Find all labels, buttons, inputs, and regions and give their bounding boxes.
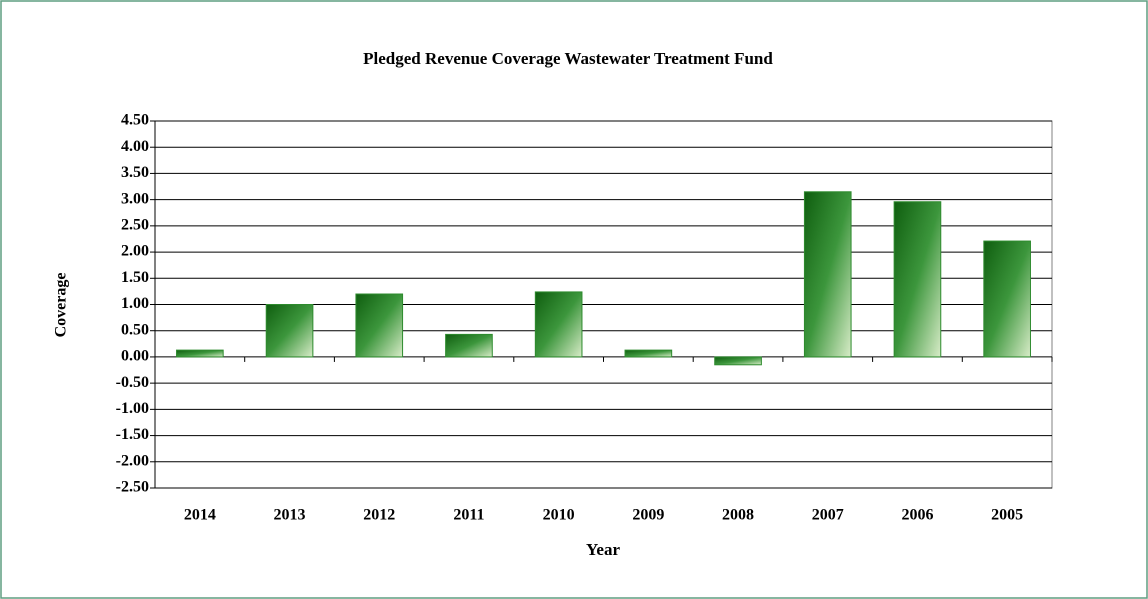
y-tick-label: 1.50: [121, 269, 149, 286]
bar: [893, 201, 942, 358]
y-tick-label: 2.50: [121, 217, 149, 234]
y-tick-label: -0.50: [116, 374, 149, 391]
x-tick-label: 2006: [901, 507, 933, 524]
bar: [714, 356, 762, 366]
chart-title: Pledged Revenue Coverage Wastewater Trea…: [363, 49, 773, 68]
y-tick-label: 4.50: [121, 112, 149, 129]
bar: [803, 191, 852, 358]
bar: [983, 240, 1031, 358]
x-tick-label: 2012: [363, 507, 395, 524]
y-tick-label: 3.50: [121, 164, 149, 181]
x-tick-label: 2009: [632, 507, 664, 524]
y-tick-label: 2.00: [121, 243, 149, 260]
y-tick-label: 4.00: [121, 138, 149, 155]
y-tick-label: -1.50: [116, 426, 149, 443]
y-tick-label: 1.00: [121, 295, 149, 312]
y-tick-label: -2.00: [116, 452, 149, 469]
x-tick-label: 2005: [991, 507, 1023, 524]
x-tick-label: 2008: [722, 507, 754, 524]
y-tick-label: 3.00: [121, 190, 149, 207]
y-axis-title: Coverage: [53, 273, 70, 338]
y-tick-label: 0.00: [121, 348, 149, 365]
y-tick-label: -1.00: [116, 400, 149, 417]
x-tick-label: 2014: [184, 507, 216, 524]
bar: [265, 304, 314, 358]
bar: [176, 349, 224, 358]
bar: [445, 333, 493, 358]
x-tick-label: 2011: [453, 507, 484, 524]
bar: [624, 349, 673, 358]
x-tick-label: 2007: [812, 507, 844, 524]
y-tick-label: 0.50: [121, 321, 149, 338]
x-tick-label: 2013: [274, 507, 306, 524]
bar: [534, 291, 583, 358]
y-tick-label: -2.50: [116, 479, 149, 496]
x-axis-title: Year: [586, 540, 620, 559]
x-tick-label: 2010: [543, 507, 575, 524]
bar: [355, 293, 404, 358]
